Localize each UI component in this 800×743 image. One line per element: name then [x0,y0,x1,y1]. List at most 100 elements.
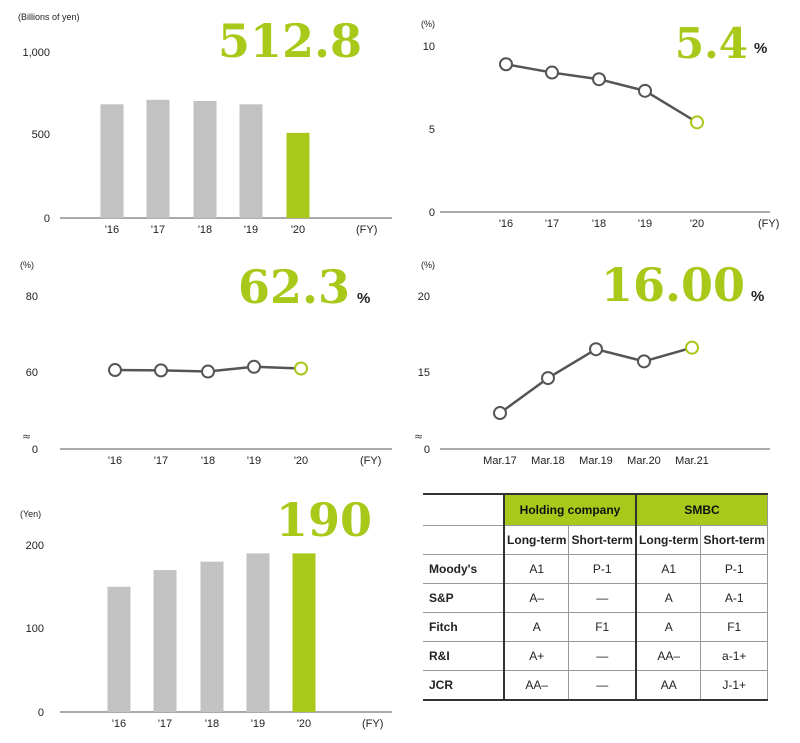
bar [153,570,177,712]
y-tick-label: 0 [44,213,50,225]
rating-cell: — [568,641,637,671]
data-point [201,364,215,379]
bar [146,99,170,218]
bar [200,561,224,712]
data-point [499,57,513,72]
agency-name: R&I [423,641,505,671]
x-tick-label: '20 [294,455,308,467]
agency-name: JCR [423,670,505,701]
x-tick-label: '20 [291,224,305,236]
unit-label: (%) [421,19,435,29]
data-point [154,363,168,378]
rating-cell: AA– [635,641,702,671]
x-tick-label: '17 [154,455,168,467]
ratings-body: Moody's A1 P-1 A1 P-1 S&P A– — A A-1 Fitch A F1 A F1 R&… [423,554,768,701]
group-header-holding: Holding company [503,493,637,526]
column-header: Short-term [568,525,637,555]
y-tick-label: 0 [32,444,38,456]
x-tick-label: '16 [112,718,126,730]
y-tick-label: 20 [418,291,430,303]
y-tick-label: 80 [26,291,38,303]
series-line [499,346,693,415]
data-point [685,340,699,355]
agency-name: Moody's [423,554,505,584]
x-tick-label: Mar.19 [579,455,613,467]
agency-name: Fitch [423,612,505,642]
y-tick-label: 200 [26,540,44,552]
bar [193,100,217,218]
x-tick-label: '18 [198,224,212,236]
y-tick-label: 0 [38,707,44,719]
y-tick-label: 0 [429,207,435,219]
x-tick-label: '16 [105,224,119,236]
bar [100,104,124,218]
rating-cell: A [635,583,702,613]
y-tick-label: 15 [418,367,430,379]
unit-label: (Yen) [20,509,41,519]
unit-label: (%) [421,260,435,270]
rating-cell: A [635,612,702,642]
credit-ratings-table: Holding company SMBC Long-term Short-ter… [423,493,768,701]
headline-value: 16.00 [601,258,745,312]
column-header: Long-term [503,525,570,555]
bar [286,132,310,218]
rating-cell: A+ [503,641,570,671]
data-point [592,72,606,87]
table-row: Fitch A F1 A F1 [423,612,768,642]
rating-cell: a-1+ [700,641,768,671]
bar [292,553,316,712]
table-row: Moody's A1 P-1 A1 P-1 [423,554,768,584]
rating-cell: AA– [503,670,570,701]
x-axis-suffix: (FY) [362,718,383,730]
x-tick-label: '17 [158,718,172,730]
x-tick-label: '18 [201,455,215,467]
x-tick-label: '18 [205,718,219,730]
headline-unit: % [754,40,767,57]
x-tick-label: '17 [545,218,559,230]
rating-cell: A [503,612,570,642]
axis-break-icon: ≈ [414,430,423,443]
table-row: JCR AA– — AA J-1+ [423,670,768,701]
headline-value: 190 [276,493,372,547]
y-tick-label: 60 [26,367,38,379]
rating-cell: F1 [700,612,768,642]
x-axis-suffix: (FY) [758,218,779,230]
rating-cell: J-1+ [700,670,768,701]
rating-cell: — [568,583,637,613]
bar [246,553,270,712]
x-tick-label: '19 [251,718,265,730]
headline-value: 62.3 [238,260,350,314]
group-header-row: Holding company SMBC [423,493,768,526]
y-tick-label: 1,000 [22,47,50,59]
rating-cell: F1 [568,612,637,642]
rating-cell: A1 [503,554,570,584]
data-point [108,363,122,378]
x-axis-suffix: (FY) [356,224,377,236]
agency-name: S&P [423,583,505,613]
column-header: Long-term [635,525,702,555]
data-point [638,83,652,98]
axis-break-icon: ≈ [22,430,31,443]
rating-cell: P-1 [568,554,637,584]
x-tick-label: Mar.18 [531,455,565,467]
headline-unit: % [751,288,764,305]
x-tick-label: '18 [592,218,606,230]
rating-cell: — [568,670,637,701]
unit-label: (Billions of yen) [18,12,80,22]
table-row: S&P A– — A A-1 [423,583,768,613]
y-tick-label: 500 [32,129,50,141]
x-tick-label: '16 [108,455,122,467]
x-tick-label: '20 [690,218,704,230]
table-row: R&I A+ — AA– a-1+ [423,641,768,671]
x-tick-label: Mar.20 [627,455,661,467]
table-corner-cell [423,525,505,555]
y-tick-label: 10 [423,41,435,53]
x-tick-label: Mar.17 [483,455,517,467]
headline-value: 512.8 [218,14,362,68]
data-point [545,65,559,80]
data-point [247,359,261,374]
headline-value: 5.4 [675,19,748,68]
x-tick-label: '19 [638,218,652,230]
data-point [690,115,704,130]
